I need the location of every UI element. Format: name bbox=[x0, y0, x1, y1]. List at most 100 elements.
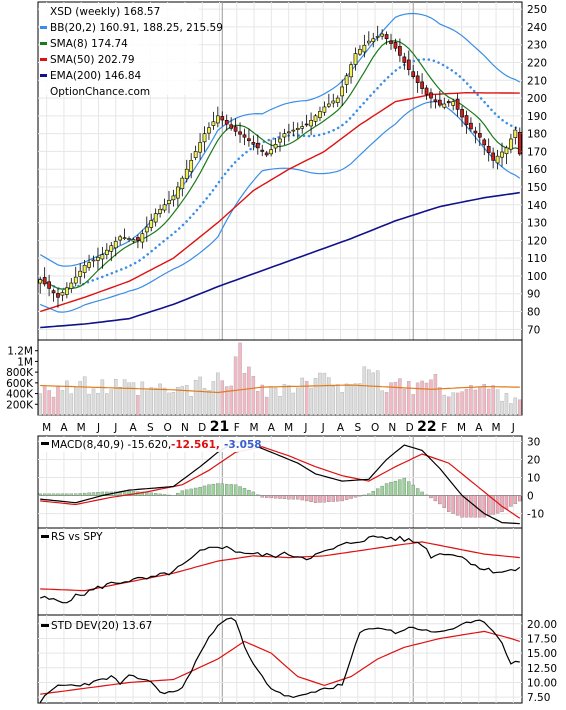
price-y-tick: 190 bbox=[527, 111, 547, 123]
macd-histogram-bar bbox=[322, 495, 327, 503]
volume-bar bbox=[304, 380, 309, 416]
candle-body bbox=[247, 138, 251, 142]
volume-bar bbox=[420, 380, 424, 416]
candle-body bbox=[406, 59, 411, 70]
candle-body bbox=[198, 142, 202, 153]
month-label: J bbox=[113, 422, 117, 434]
macd-label-bg bbox=[39, 437, 259, 452]
macd-histogram-bar bbox=[242, 488, 247, 496]
candle-body bbox=[171, 195, 176, 201]
macd-histogram-bar bbox=[398, 479, 402, 496]
stddev-swatch bbox=[41, 624, 49, 627]
candle-body bbox=[47, 281, 51, 289]
macd-signal-line bbox=[40, 446, 521, 519]
stddev-y-tick: 17.50 bbox=[527, 633, 557, 645]
month-label: S bbox=[147, 422, 154, 434]
volume-bar bbox=[176, 387, 180, 416]
macd-histogram-bar bbox=[269, 495, 273, 499]
volume-bar bbox=[367, 369, 371, 416]
macd-histogram-bar bbox=[202, 485, 207, 496]
volume-bar bbox=[65, 380, 69, 416]
volume-bar bbox=[371, 372, 376, 416]
volume-bar bbox=[500, 400, 504, 416]
candle-body bbox=[211, 121, 216, 126]
legend-swatch bbox=[40, 42, 47, 45]
candle-body bbox=[366, 40, 371, 44]
candle-body bbox=[287, 131, 291, 134]
bb-upper-line bbox=[39, 12, 521, 267]
volume-bar bbox=[384, 392, 389, 416]
macd-histogram-bar bbox=[127, 490, 131, 496]
candle-body bbox=[65, 287, 69, 295]
macd-histogram-bar bbox=[309, 495, 313, 502]
volume-bar bbox=[229, 385, 233, 416]
macd-histogram-bar bbox=[349, 495, 353, 499]
stddev-y-tick: 7.50 bbox=[527, 692, 550, 704]
macd-histogram-bar bbox=[185, 489, 189, 496]
macd-histogram-bar bbox=[358, 495, 362, 497]
macd-histogram-bar bbox=[47, 493, 51, 496]
legend-label: SMA(50) 202.79 bbox=[50, 54, 135, 66]
candle-body bbox=[313, 115, 318, 122]
volume-bar bbox=[233, 356, 238, 416]
volume-bar bbox=[198, 376, 202, 416]
candle-body bbox=[260, 149, 265, 152]
volume-bar bbox=[105, 393, 109, 416]
price-y-tick: 140 bbox=[527, 200, 547, 212]
candle-body bbox=[486, 146, 491, 153]
macd-histogram-bar bbox=[402, 477, 407, 496]
macd-histogram-bar bbox=[415, 488, 420, 496]
macd-histogram-bar bbox=[211, 483, 216, 496]
volume-bar bbox=[131, 382, 136, 416]
volume-bar bbox=[56, 386, 60, 416]
macd-histogram-bar bbox=[69, 493, 74, 496]
candle-body bbox=[224, 119, 229, 125]
volume-bar bbox=[353, 383, 358, 416]
macd-y-tick: 20 bbox=[527, 454, 540, 466]
macd-histogram-bar bbox=[407, 481, 411, 496]
price-y-tick: 170 bbox=[527, 146, 547, 158]
volume-bar bbox=[335, 384, 340, 416]
volume-bar bbox=[380, 390, 384, 416]
macd-histogram-bar bbox=[447, 495, 451, 512]
macd-histogram-bar bbox=[287, 495, 291, 500]
volume-y-tick: 1M bbox=[17, 356, 33, 368]
volume-bar bbox=[491, 385, 495, 416]
candle-body bbox=[473, 130, 478, 134]
candle-body bbox=[264, 152, 269, 156]
volume-bar bbox=[145, 390, 149, 416]
month-label: N bbox=[181, 422, 189, 434]
legend-swatch bbox=[40, 74, 47, 77]
candle-body bbox=[495, 155, 500, 164]
volume-bar bbox=[433, 374, 438, 416]
candle-body bbox=[38, 279, 43, 284]
macd-histogram-bar bbox=[38, 493, 42, 496]
candle-body bbox=[233, 126, 238, 132]
month-label: O bbox=[371, 422, 379, 434]
candle-body bbox=[358, 49, 362, 55]
price-y-tick: 100 bbox=[527, 271, 547, 283]
volume-bar bbox=[513, 397, 518, 416]
macd-histogram-bar bbox=[486, 495, 491, 516]
stddev-y-tick: 10.00 bbox=[527, 677, 557, 689]
candle-body bbox=[491, 152, 495, 161]
macd-histogram-bar bbox=[153, 493, 158, 496]
candle-body bbox=[429, 92, 433, 99]
macd-histogram-bar bbox=[438, 495, 442, 505]
volume-bar bbox=[407, 381, 411, 416]
volume-bar bbox=[393, 382, 398, 416]
volume-bar bbox=[202, 388, 207, 416]
macd-histogram-bar bbox=[393, 480, 398, 496]
volume-bar bbox=[51, 396, 56, 416]
candle-body bbox=[73, 276, 78, 284]
volume-bar bbox=[207, 390, 211, 416]
macd-histogram-bar bbox=[344, 495, 349, 500]
volume-bar bbox=[415, 382, 420, 416]
volume-bar bbox=[455, 392, 460, 416]
volume-bar bbox=[211, 381, 216, 416]
macd-histogram-bar bbox=[96, 492, 100, 496]
volume-bar bbox=[247, 366, 251, 416]
legend-swatch bbox=[40, 26, 47, 29]
